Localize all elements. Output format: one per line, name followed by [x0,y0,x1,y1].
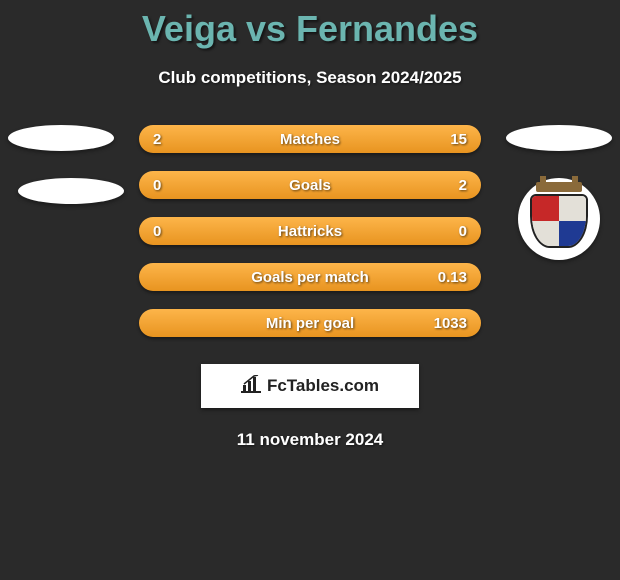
stats-container: 2 Matches 15 0 Goals 2 0 Hattricks 0 Goa… [0,116,620,346]
chart-icon [241,375,261,398]
stat-left-value: 0 [153,177,161,194]
stat-label: Matches [280,131,340,148]
stat-right-value: 0.13 [438,269,467,286]
title-player1: Veiga [142,8,236,49]
footer-brand[interactable]: FcTables.com [201,364,419,408]
date: 11 november 2024 [0,430,620,450]
title-vs: vs [236,8,296,49]
stat-row-hattricks: 0 Hattricks 0 [0,208,620,254]
stat-row-matches: 2 Matches 15 [0,116,620,162]
stat-row-goals: 0 Goals 2 [0,162,620,208]
stat-right-value: 15 [450,131,467,148]
title-player2: Fernandes [296,8,478,49]
stat-right-value: 1033 [434,315,467,332]
stat-label: Min per goal [266,315,354,332]
stat-label: Hattricks [278,223,342,240]
stat-right-value: 2 [459,177,467,194]
subtitle: Club competitions, Season 2024/2025 [0,68,620,88]
stat-row-min-per-goal: Min per goal 1033 [0,300,620,346]
stat-row-goals-per-match: Goals per match 0.13 [0,254,620,300]
footer-brand-text: FcTables.com [267,376,379,396]
stat-right-value: 0 [459,223,467,240]
stat-label: Goals [289,177,331,194]
stat-left-value: 0 [153,223,161,240]
stat-left-value: 2 [153,131,161,148]
page-title: Veiga vs Fernandes [0,0,620,50]
stat-label: Goals per match [251,269,369,286]
